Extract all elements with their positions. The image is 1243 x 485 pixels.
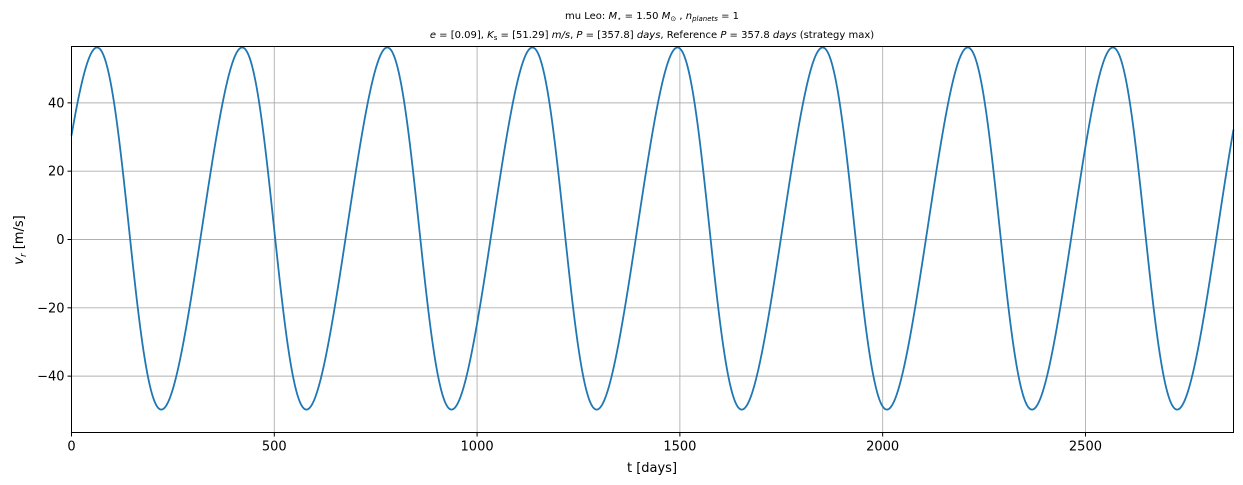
x-tick-label: 1500: [663, 440, 696, 455]
chart-title-line-2: e = [0.09], Ks = [51.29] m/s, P = [357.8…: [430, 30, 874, 42]
y-tick-label: 0: [56, 233, 64, 248]
y-tick-label: −20: [37, 301, 64, 316]
y-axis-label: vr [m/s]: [12, 215, 29, 265]
rv-series-line: [70, 46, 1235, 411]
series-group: [70, 46, 1235, 411]
y-tick-label: 40: [48, 96, 65, 111]
x-tick-label: 0: [67, 440, 75, 455]
grid-lines: [71, 46, 1234, 433]
x-tick-label: 2500: [1069, 440, 1102, 455]
x-tick-label: 2000: [866, 440, 899, 455]
chart-title-line-1: mu Leo: M⋆ = 1.50 M⊙ , nplanets = 1: [565, 11, 739, 23]
y-axis-ticks: −40 −20 0 20 40: [37, 96, 72, 385]
y-tick-label: 20: [48, 165, 65, 180]
x-tick-label: 500: [262, 440, 287, 455]
x-axis-ticks: 0 500 1000 1500 2000 2500: [67, 432, 1102, 455]
x-tick-label: 1000: [461, 440, 494, 455]
y-tick-label: −40: [37, 370, 64, 385]
x-axis-label: t [days]: [627, 461, 677, 476]
